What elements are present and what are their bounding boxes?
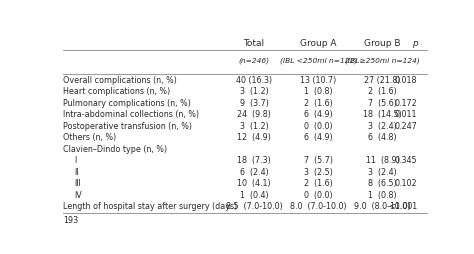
Text: 6  (4.9): 6 (4.9) [304, 133, 333, 142]
Text: 2  (1.6): 2 (1.6) [304, 179, 333, 188]
Text: 10  (4.1): 10 (4.1) [237, 179, 271, 188]
Text: Overall complications (n, %): Overall complications (n, %) [63, 76, 177, 85]
Text: (IBL <250ml n=122): (IBL <250ml n=122) [280, 58, 357, 64]
Text: 7  (5.6): 7 (5.6) [368, 99, 397, 108]
Text: 6  (4.8): 6 (4.8) [368, 133, 397, 142]
Text: 3  (2.4): 3 (2.4) [368, 122, 397, 131]
Text: III: III [74, 179, 81, 188]
Text: II: II [74, 168, 78, 177]
Text: Pulmonary complications (n, %): Pulmonary complications (n, %) [63, 99, 191, 108]
Text: 0.345: 0.345 [395, 156, 418, 165]
Text: p: p [411, 39, 418, 48]
Text: 3  (1.2): 3 (1.2) [239, 122, 268, 131]
Text: 2  (1.6): 2 (1.6) [368, 87, 397, 96]
Text: 193: 193 [63, 216, 78, 225]
Text: 8.5  (7.0-10.0): 8.5 (7.0-10.0) [226, 202, 283, 211]
Text: 9  (3.7): 9 (3.7) [239, 99, 268, 108]
Text: <0.001: <0.001 [388, 202, 418, 211]
Text: 12  (4.9): 12 (4.9) [237, 133, 271, 142]
Text: 3  (2.4): 3 (2.4) [368, 168, 397, 177]
Text: 0  (0.0): 0 (0.0) [304, 191, 333, 200]
Text: 24  (9.8): 24 (9.8) [237, 110, 271, 119]
Text: 1  (0.8): 1 (0.8) [368, 191, 397, 200]
Text: 8.0  (7.0-10.0): 8.0 (7.0-10.0) [290, 202, 346, 211]
Text: 8  (6.5): 8 (6.5) [368, 179, 397, 188]
Text: 1  (0.8): 1 (0.8) [304, 87, 333, 96]
Text: 27 (21.8): 27 (21.8) [364, 76, 401, 85]
Text: 0.172: 0.172 [395, 99, 418, 108]
Text: Intra-abdominal collections (n, %): Intra-abdominal collections (n, %) [63, 110, 199, 119]
Text: Clavien–Dindo type (n, %): Clavien–Dindo type (n, %) [63, 145, 167, 154]
Text: I: I [74, 156, 76, 165]
Text: Group B: Group B [364, 39, 401, 48]
Text: 7  (5.7): 7 (5.7) [304, 156, 333, 165]
Text: 11  (8.9): 11 (8.9) [365, 156, 400, 165]
Text: 18  (7.3): 18 (7.3) [237, 156, 271, 165]
Text: Length of hospital stay after surgery (days): Length of hospital stay after surgery (d… [63, 202, 237, 211]
Text: 1  (0.4): 1 (0.4) [240, 191, 268, 200]
Text: 0  (0.0): 0 (0.0) [304, 122, 333, 131]
Text: 6  (4.9): 6 (4.9) [304, 110, 333, 119]
Text: 0.011: 0.011 [395, 110, 418, 119]
Text: Others (n, %): Others (n, %) [63, 133, 116, 142]
Text: 9.0  (8.0-11.0): 9.0 (8.0-11.0) [354, 202, 411, 211]
Text: Postoperative transfusion (n, %): Postoperative transfusion (n, %) [63, 122, 192, 131]
Text: 18  (14.5): 18 (14.5) [363, 110, 402, 119]
Text: 0.018: 0.018 [395, 76, 418, 85]
Text: 0.247: 0.247 [395, 122, 418, 131]
Text: (IBL≥250ml n=124): (IBL≥250ml n=124) [345, 58, 420, 64]
Text: 13 (10.7): 13 (10.7) [300, 76, 337, 85]
Text: IV: IV [74, 191, 82, 200]
Text: 3  (1.2): 3 (1.2) [239, 87, 268, 96]
Text: Total: Total [243, 39, 264, 48]
Text: Heart complications (n, %): Heart complications (n, %) [63, 87, 170, 96]
Text: 6  (2.4): 6 (2.4) [239, 168, 268, 177]
Text: 2  (1.6): 2 (1.6) [304, 99, 333, 108]
Text: Group A: Group A [300, 39, 337, 48]
Text: (n=246): (n=246) [238, 58, 269, 64]
Text: 3  (2.5): 3 (2.5) [304, 168, 333, 177]
Text: 0.102: 0.102 [395, 179, 418, 188]
Text: 40 (16.3): 40 (16.3) [236, 76, 272, 85]
